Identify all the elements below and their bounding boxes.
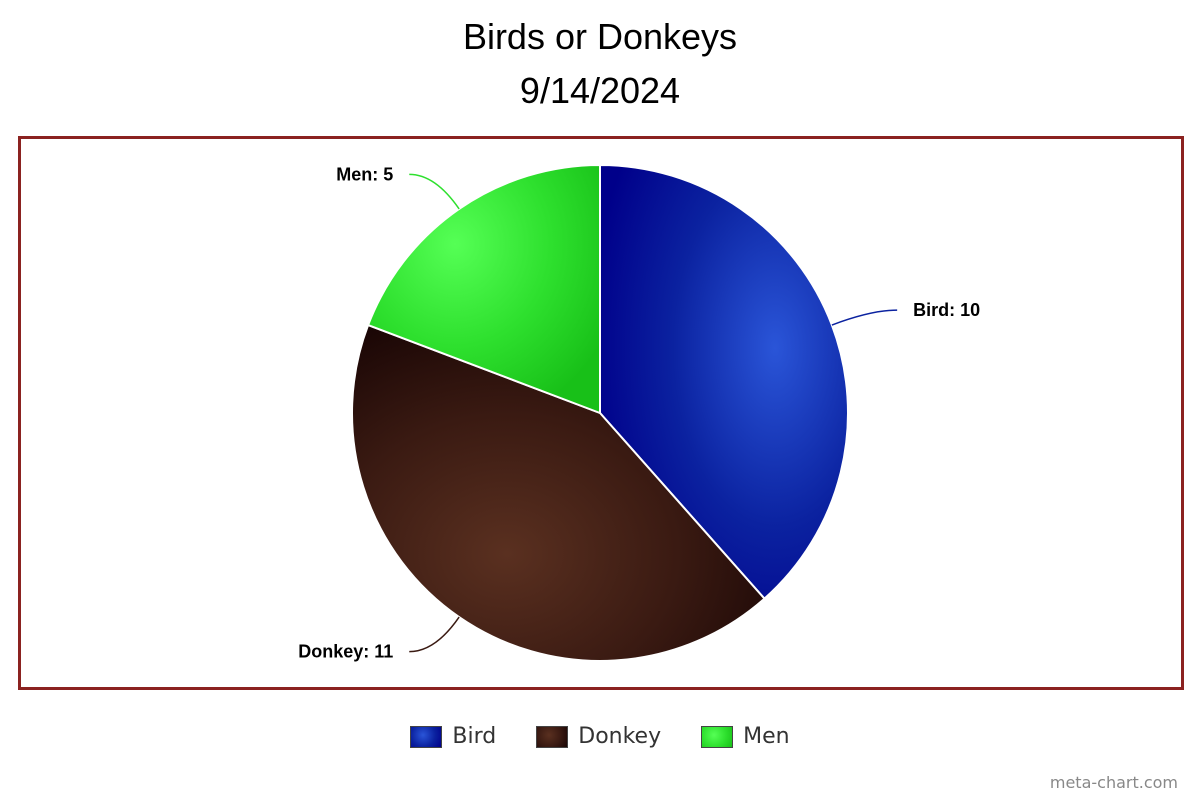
legend-item-men[interactable]: Men: [701, 724, 790, 749]
legend-swatch-bird: [410, 725, 443, 748]
legend-label-donkey: Donkey: [578, 724, 662, 749]
data-label-men: Men: 5: [336, 164, 393, 184]
chart-title: Birds or Donkeys: [462, 16, 738, 57]
legend-label-bird: Bird: [452, 724, 497, 749]
pie-slice-bird[interactable]: [599, 163, 849, 601]
legend-swatch-donkey: [536, 725, 569, 748]
chart-subtitle-date: 9/14/2024: [519, 70, 681, 111]
connector-line-donkey: [409, 616, 460, 653]
legend-item-bird[interactable]: Bird: [410, 724, 496, 749]
pie-slice-donkey[interactable]: [351, 323, 766, 662]
legend-label-men: Men: [743, 724, 790, 749]
plot-area-frame: [18, 136, 1184, 690]
legend-swatch-men: [701, 725, 734, 748]
pie-slice-men[interactable]: [366, 163, 601, 415]
connector-line-bird: [831, 309, 898, 326]
chart-legend: Bird Donkey Men: [0, 724, 1200, 749]
credit-watermark: meta-chart.com: [1049, 773, 1178, 792]
connector-line-men: [409, 173, 460, 210]
data-label-donkey: Donkey: 11: [298, 642, 393, 662]
legend-item-donkey[interactable]: Donkey: [536, 724, 661, 749]
data-label-bird: Bird: 10: [913, 300, 980, 320]
